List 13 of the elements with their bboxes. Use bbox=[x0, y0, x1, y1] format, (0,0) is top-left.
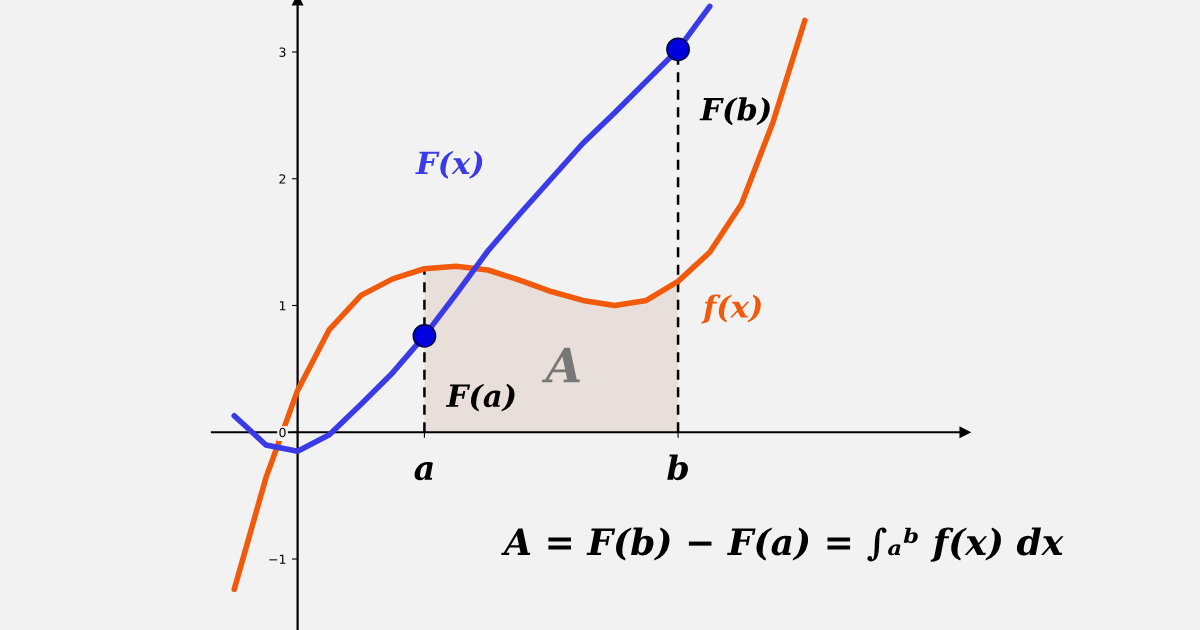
series-label: F(x) bbox=[415, 150, 483, 179]
series-label: f(x) bbox=[701, 294, 761, 324]
x-tick-label: a bbox=[414, 462, 433, 481]
y-tick-label: 3 bbox=[279, 47, 286, 57]
annotation: F(b) bbox=[699, 97, 770, 126]
annotation: F(a) bbox=[445, 383, 515, 412]
x-tick-label: b bbox=[667, 454, 688, 481]
annotation: A = F(b) − F(a) = ∫ₐᵇ f(x) dx bbox=[501, 527, 1064, 562]
y-tick-label: −1 bbox=[269, 554, 286, 564]
y-tick-label: 0 bbox=[279, 427, 286, 438]
series-label: A bbox=[541, 347, 580, 383]
y-tick-label: 1 bbox=[279, 301, 286, 311]
y-tick-label: 2 bbox=[279, 174, 286, 184]
